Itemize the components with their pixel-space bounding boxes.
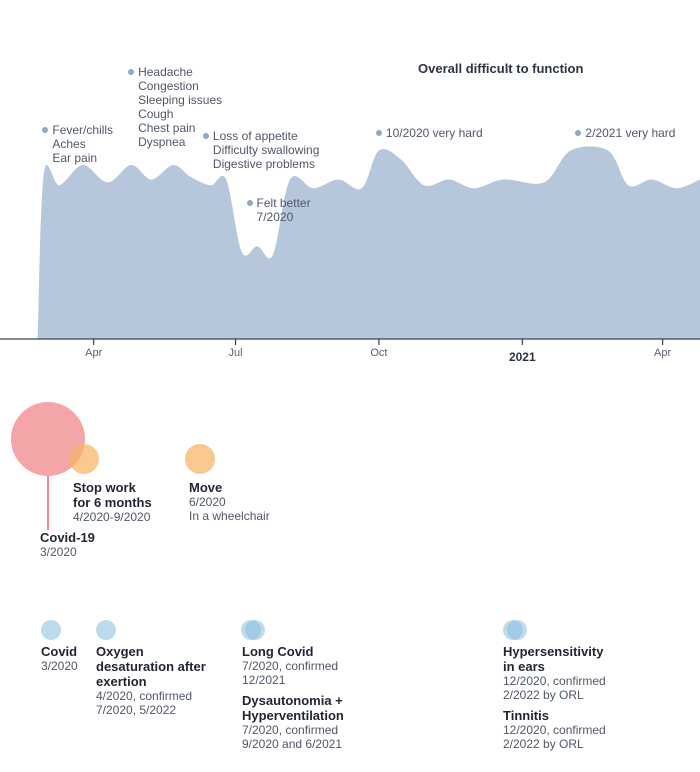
dx-dysautonomia: Dysautonomia + Hyperventilation 7/2020, … — [242, 693, 352, 751]
x-tick-label: Oct — [370, 347, 388, 359]
dx-date: 7/2020, confirmed 9/2020 and 6/2021 — [242, 723, 343, 751]
dx-title: Hypersensitivity in ears — [503, 644, 604, 674]
annotation-label: Loss of appetite Difficulty swallowing Dig… — [213, 129, 319, 171]
annotation-line: 10/2020 very hard — [385, 126, 483, 141]
dx-covid-dot — [41, 620, 61, 640]
event-note: In a wheelchair — [189, 509, 270, 523]
annotation-line: Headache — [138, 65, 193, 80]
dx-date: 4/2020, confirmed 7/2020, 5/2022 — [96, 689, 193, 717]
annotation-line: Sleeping issues — [138, 93, 223, 108]
annotation-line: Aches — [52, 137, 86, 152]
annotation-line: Cough — [138, 107, 174, 122]
event-title: Covid-19 — [40, 530, 95, 545]
dx-title: Covid — [41, 644, 78, 659]
dx-title: Tinnitis — [503, 708, 549, 723]
dx-title: Dysautonomia + Hyperventilation — [242, 693, 344, 723]
dx-title: Long Covid — [242, 644, 314, 659]
dx-covid: Covid 3/2020 — [41, 644, 91, 673]
dx-oxygen-dot — [96, 620, 116, 640]
annotation-label: 2/2021 very hard — [585, 126, 675, 140]
annotation-line: Digestive problems — [212, 157, 315, 171]
dx-tinnitis: Tinnitis 12/2020, confirmed 2/2022 by OR… — [503, 708, 613, 751]
dx-hypersensitivity: Hypersensitivity in ears 12/2020, confir… — [503, 644, 613, 702]
dx-oxygen: Oxygen desaturation after exertion 4/202… — [96, 644, 208, 717]
x-tick-label: Apr — [654, 347, 672, 359]
annotation-dot — [246, 199, 253, 206]
event-move: Move 6/2020 In a wheelchair — [189, 480, 270, 523]
annotation-line: Ear pain — [52, 151, 98, 166]
stop-work-bubble — [69, 444, 99, 474]
symptom-area-chart — [0, 146, 700, 345]
annotation-dot — [575, 130, 582, 137]
event-stop-work: Stop work for 6 months 4/2020-9/2020 — [73, 480, 152, 524]
annotation-dot — [202, 133, 209, 139]
annotation-label: 10/2020 very hard — [386, 126, 483, 140]
dx-dot — [245, 620, 265, 640]
annotation-line: Congestion — [138, 79, 199, 94]
dx-date: 3/2020 — [41, 659, 78, 673]
annotation-dot — [128, 69, 135, 76]
dx-dot — [507, 620, 527, 640]
dx-date: 12/2020, confirmed 2/2022 by ORL — [503, 723, 606, 751]
event-date: 3/2020 — [40, 545, 77, 559]
dx-title: Oxygen desaturation after exertion — [96, 644, 206, 689]
x-tick-label: Apr — [85, 347, 103, 359]
event-title: Move — [189, 480, 223, 495]
event-date: 4/2020-9/2020 — [73, 510, 151, 524]
annotation-line: Loss of appetite — [212, 129, 298, 143]
area-layer — [37, 146, 700, 339]
annotation-label: Headache Congestion Sleeping issues Cough Ch… — [138, 65, 222, 149]
annotation-line: Chest pain — [138, 121, 196, 136]
x-tick-label: Jul — [228, 347, 243, 359]
dx-date: 12/2020, confirmed 2/2022 by ORL — [503, 674, 606, 702]
move-bubble — [185, 444, 215, 474]
dx-long-covid: Long Covid 7/2020, confirmed 12/2021 — [242, 644, 352, 687]
annotation-line: 2/2021 very hard — [585, 126, 676, 141]
annotation-line: Felt better — [256, 195, 311, 210]
chart-title: Overall difficult to function — [418, 61, 584, 76]
annotation-line: Dyspnea — [138, 135, 186, 150]
annotation-label: Fever/chills Aches Ear pain — [52, 123, 113, 165]
annotation-line: Fever/chills — [52, 123, 114, 138]
annotation-dot — [375, 130, 382, 137]
annotation-line: 7/2020 — [256, 209, 294, 224]
covid-stem — [47, 476, 49, 530]
event-date: 6/2020 — [189, 495, 226, 509]
annotation-dot — [42, 127, 49, 134]
x-tick-label: 2021 — [508, 350, 536, 364]
annotation-line: Difficulty swallowing — [212, 143, 320, 157]
annotation-label: Felt better 7/2020 — [257, 196, 311, 224]
x-axis — [0, 338, 700, 345]
area-series — [37, 146, 700, 339]
event-title: Stop work for 6 months — [73, 480, 152, 510]
event-covid: Covid-19 3/2020 — [40, 530, 95, 559]
dx-date: 7/2020, confirmed 12/2021 — [242, 659, 339, 687]
